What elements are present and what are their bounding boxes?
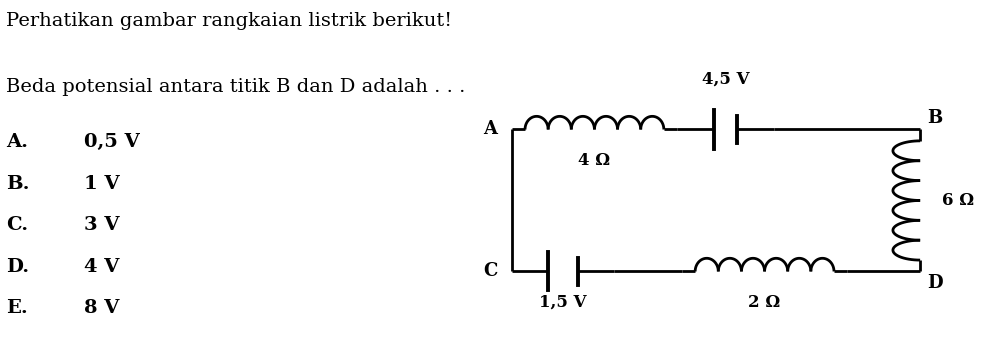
Text: 4,5 V: 4,5 V bbox=[702, 71, 749, 88]
Text: 1,5 V: 1,5 V bbox=[539, 294, 586, 311]
Text: D: D bbox=[927, 274, 943, 292]
Text: 4 Ω: 4 Ω bbox=[578, 152, 611, 169]
Text: 8 V: 8 V bbox=[84, 299, 120, 317]
Text: C.: C. bbox=[6, 216, 28, 234]
Text: 3 V: 3 V bbox=[84, 216, 120, 234]
Text: E.: E. bbox=[6, 299, 28, 317]
Text: 0,5 V: 0,5 V bbox=[84, 133, 139, 151]
Text: Beda potensial antara titik B dan D adalah . . .: Beda potensial antara titik B dan D adal… bbox=[6, 77, 465, 96]
Text: B: B bbox=[927, 109, 943, 127]
Text: 1 V: 1 V bbox=[84, 174, 120, 193]
Text: 4 V: 4 V bbox=[84, 258, 120, 276]
Text: Perhatikan gambar rangkaian listrik berikut!: Perhatikan gambar rangkaian listrik beri… bbox=[6, 12, 453, 30]
Text: B.: B. bbox=[6, 174, 29, 193]
Text: 2 Ω: 2 Ω bbox=[748, 294, 781, 311]
Text: D.: D. bbox=[6, 258, 29, 276]
Text: A: A bbox=[483, 120, 497, 139]
Text: C: C bbox=[483, 262, 497, 281]
Text: A.: A. bbox=[6, 133, 28, 151]
Text: 6 Ω: 6 Ω bbox=[942, 192, 973, 209]
